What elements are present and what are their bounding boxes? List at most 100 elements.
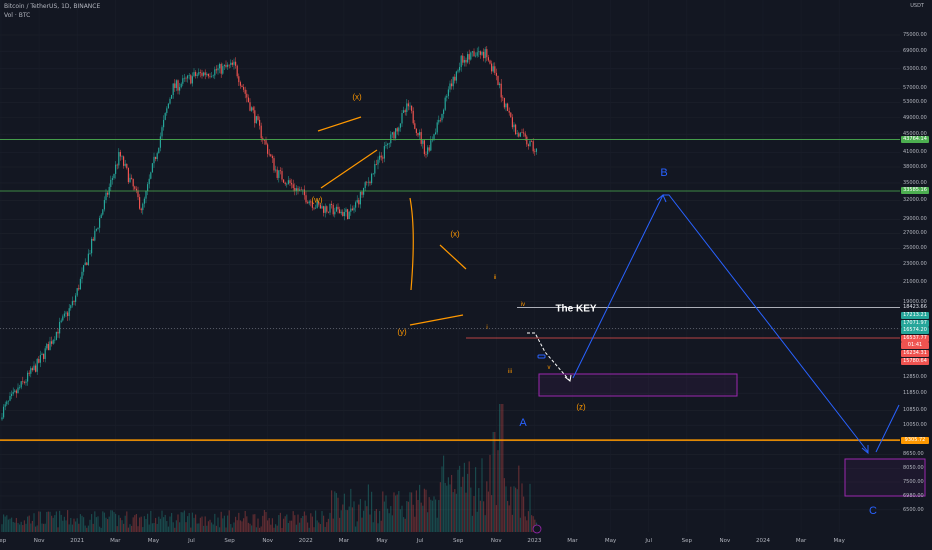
candle-body [91,238,93,254]
volume-bar [271,518,273,532]
candle-body [391,132,393,135]
price-badge: 17213.21 [901,312,929,319]
price-tick-label: 23000.00 [903,261,927,268]
candle-body [259,119,261,126]
candle-body [225,65,227,67]
time-tick-label: May [147,538,160,544]
volume-bar [95,517,97,532]
volume-bar [310,513,312,532]
candle-body [364,182,366,189]
candle-body [332,205,334,215]
volume-bar [123,523,125,532]
volume-bar [345,510,347,532]
volume-bar [150,510,152,532]
volume-bar [1,524,3,532]
candle-body [276,169,278,178]
candle-body [228,64,230,66]
volume-bar [84,525,86,532]
candle-body [39,355,41,363]
candle-body [295,188,297,191]
volume-bar [303,511,305,532]
volume-bar [57,527,59,532]
key-label: The KEY [555,303,597,315]
candle-body [302,189,304,191]
volume-bar [185,522,187,532]
candle-body [174,83,176,88]
volume-bar [12,521,14,532]
volume-bar [479,500,481,532]
candle-body [475,55,477,57]
time-tick-label: Mar [567,538,578,544]
volume-bar [231,527,233,532]
candle-body [255,116,257,124]
candle-body [287,180,289,184]
volume-bar [478,488,480,532]
volume-bar [177,514,179,532]
volume-bar [67,510,69,532]
candle-body [3,406,5,418]
volume-bar [102,511,104,532]
candle-body [444,97,446,110]
candle-body [89,253,91,254]
volume-bar [68,524,70,532]
volume-bar [507,500,509,532]
volume-bar [222,518,224,532]
candle-body [375,164,377,165]
arrow-head [656,194,667,203]
drawings [0,116,926,534]
price-tick-label: 49000.00 [903,114,927,121]
candle-body [134,186,136,189]
wave-label: ii [493,275,497,281]
volume-bar [116,526,118,532]
projection-label: B [660,167,668,179]
candle-body [491,63,493,72]
candle-body [294,187,296,191]
volume-bar [87,525,89,532]
candle-body [433,134,435,140]
price-badge: 16537.77 [901,334,929,342]
target-box [538,373,738,397]
volume-bar [65,520,67,532]
candle-body [180,83,182,88]
candle-body [4,404,6,407]
candle-body [326,206,328,212]
candle-body [529,141,531,147]
volume-bar [195,514,197,532]
volume-bar [319,524,321,532]
candle-body [380,155,382,158]
volume-bar [71,524,73,532]
candle-body [118,151,120,166]
candle-body [524,133,526,137]
candle-body [76,288,78,296]
candle-body [22,381,24,382]
volume-bar [332,518,334,532]
volume-bar [230,524,232,532]
volume-bar [73,518,75,532]
time-tick-label: Nov [262,538,274,544]
candle-body [38,358,40,363]
volume-bar [483,501,485,532]
candle-body [219,64,221,69]
volume-bar [260,526,262,532]
candle-body [446,96,448,98]
candle-body [103,200,105,210]
volume-bar [491,495,493,532]
candle-body [377,159,379,165]
candle-body [321,206,323,209]
volume-bar [481,458,483,532]
candle-body [419,132,421,136]
volume-bar [191,512,193,532]
candle-body [55,331,57,340]
candle-body [124,163,126,166]
volume-bar [455,493,457,532]
marker [537,354,546,359]
volume-bar [511,514,513,532]
grid-lines [0,34,900,511]
wave-label: v [547,365,551,371]
volume-bar [35,526,37,532]
candle-body [348,211,350,220]
candle-body [467,54,469,63]
candle-body [59,321,61,334]
candle-body [435,132,437,135]
